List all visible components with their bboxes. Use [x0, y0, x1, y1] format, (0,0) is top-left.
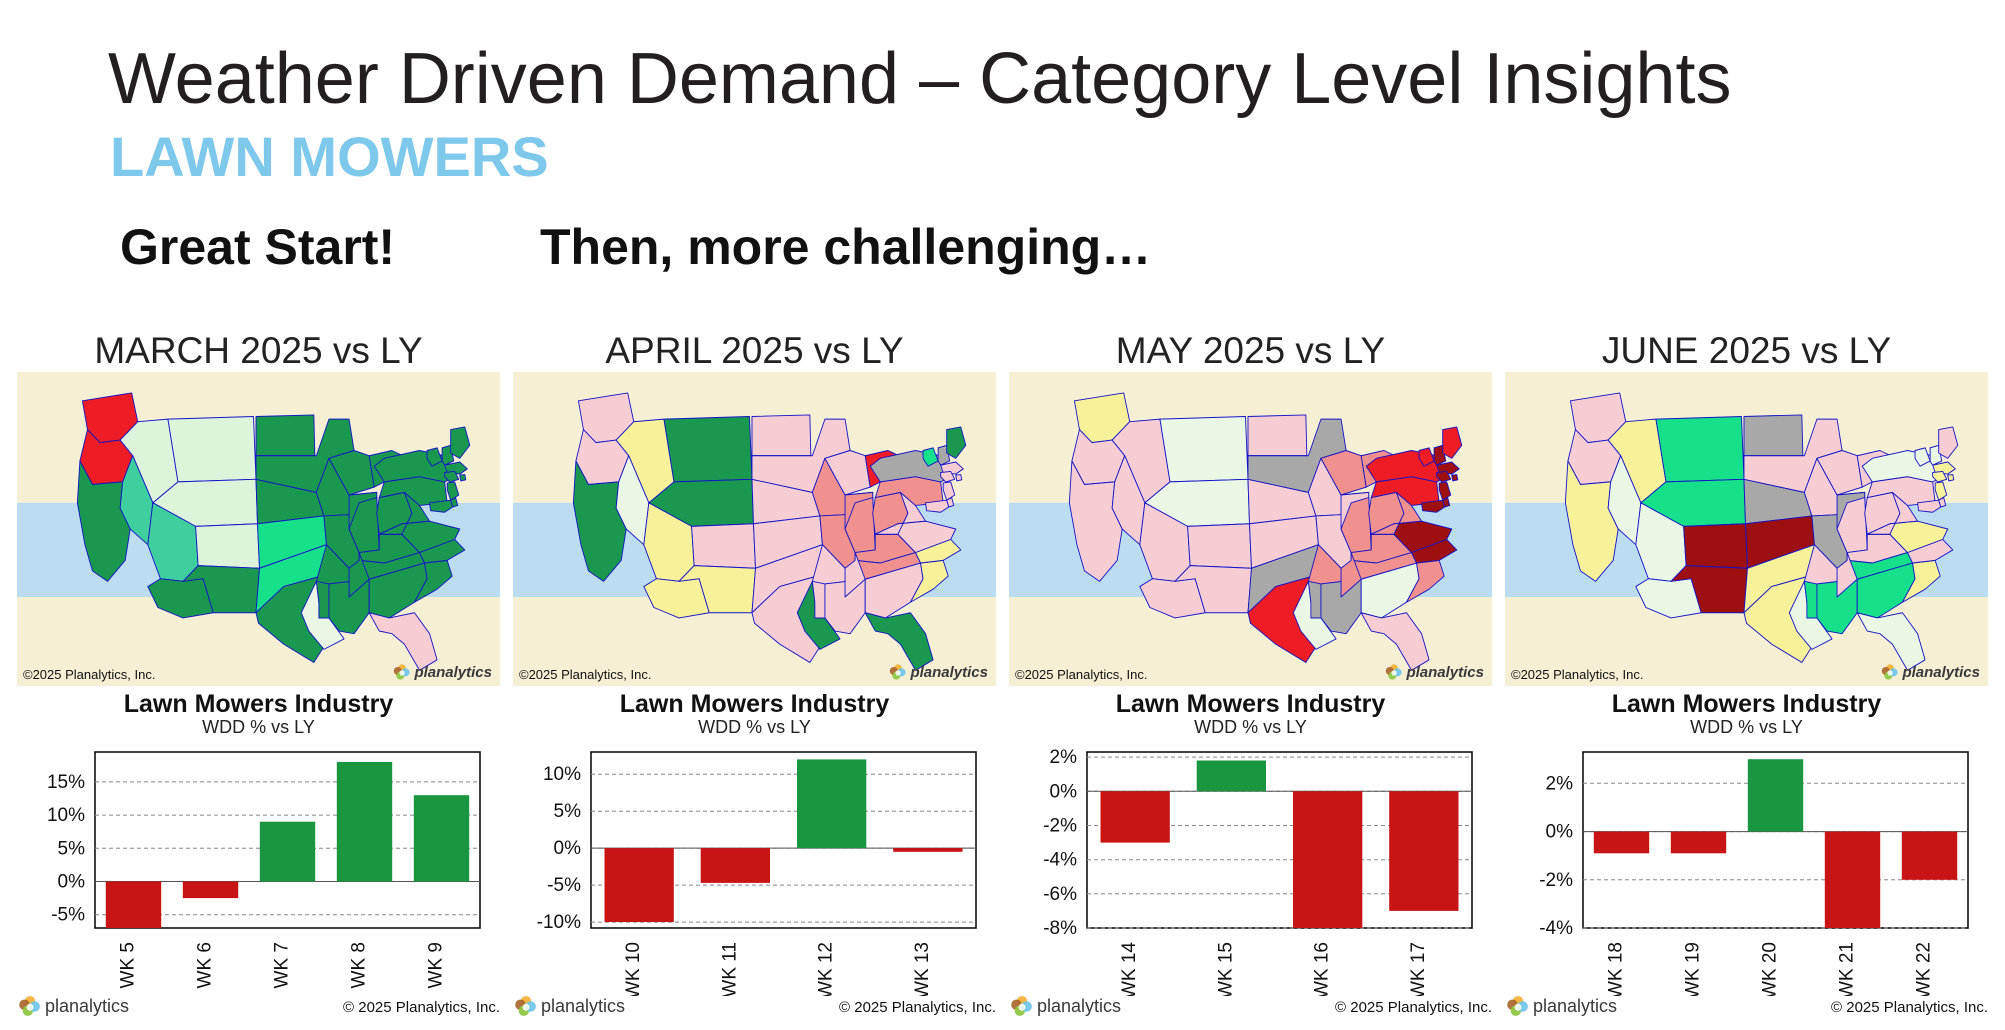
- svg-text:5%: 5%: [58, 838, 86, 859]
- svg-text:WK 12: WK 12: [816, 942, 837, 996]
- svg-text:0%: 0%: [1050, 781, 1078, 802]
- svg-text:5%: 5%: [554, 801, 582, 822]
- svg-text:WK 5: WK 5: [118, 942, 139, 988]
- svg-text:WK 6: WK 6: [195, 942, 216, 988]
- svg-text:WK 14: WK 14: [1119, 942, 1140, 996]
- svg-text:-2%: -2%: [1539, 870, 1573, 891]
- svg-text:WK 8: WK 8: [349, 942, 370, 988]
- svg-text:-5%: -5%: [547, 875, 581, 896]
- svg-text:-4%: -4%: [1539, 918, 1573, 939]
- svg-text:-6%: -6%: [1043, 884, 1077, 905]
- svg-text:-4%: -4%: [1043, 850, 1077, 871]
- svg-text:WK 10: WK 10: [623, 942, 644, 996]
- svg-text:0%: 0%: [1546, 822, 1574, 843]
- svg-text:-2%: -2%: [1043, 816, 1077, 837]
- svg-text:2%: 2%: [1050, 747, 1078, 768]
- svg-text:WK 18: WK 18: [1606, 942, 1627, 996]
- svg-text:WK 7: WK 7: [272, 942, 293, 988]
- svg-text:-5%: -5%: [51, 905, 85, 926]
- svg-text:2%: 2%: [1546, 773, 1574, 794]
- svg-text:WK 19: WK 19: [1683, 942, 1704, 996]
- svg-text:10%: 10%: [543, 764, 581, 785]
- svg-text:WK 13: WK 13: [912, 942, 933, 996]
- svg-text:15%: 15%: [47, 772, 85, 793]
- svg-text:0%: 0%: [554, 838, 582, 859]
- svg-text:WK 17: WK 17: [1408, 942, 1429, 996]
- svg-text:-8%: -8%: [1043, 918, 1077, 939]
- svg-text:WK 22: WK 22: [1914, 942, 1935, 996]
- svg-text:WK 11: WK 11: [719, 942, 740, 996]
- svg-text:WK 16: WK 16: [1312, 942, 1333, 996]
- svg-text:WK 20: WK 20: [1760, 942, 1781, 996]
- svg-text:WK 21: WK 21: [1837, 942, 1858, 996]
- svg-text:0%: 0%: [58, 872, 86, 893]
- svg-text:10%: 10%: [47, 805, 85, 826]
- svg-text:-10%: -10%: [537, 912, 581, 933]
- svg-text:WK 15: WK 15: [1215, 942, 1236, 996]
- svg-text:WK 9: WK 9: [426, 942, 447, 988]
